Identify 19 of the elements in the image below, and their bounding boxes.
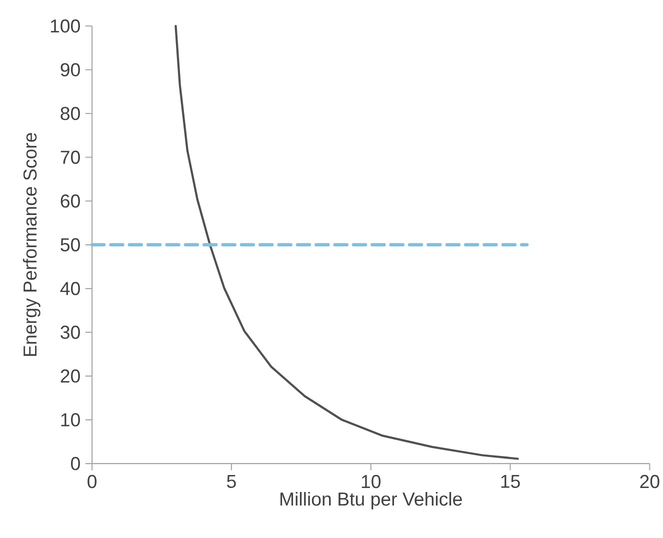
y-tick-label: 50 [60, 238, 80, 252]
y-tick-label: 90 [60, 63, 80, 76]
x-tick-label: 10 [362, 474, 381, 488]
y-axis-title: Energy Performance Score [22, 132, 40, 356]
x-tick-label: 15 [501, 474, 520, 488]
x-tick-label: 20 [640, 474, 660, 488]
y-tick-label: 0 [71, 456, 80, 470]
y-tick-label: 100 [50, 19, 80, 32]
y-tick-label: 80 [60, 106, 80, 120]
y-tick-label: 30 [60, 326, 80, 339]
x-tick-label: 5 [227, 474, 236, 488]
y-tick-label: 60 [60, 194, 80, 208]
y-tick-label: 20 [60, 369, 80, 383]
y-tick-label: 70 [60, 150, 80, 164]
x-axis-title: Million Btu per Vehicle [280, 492, 462, 510]
y-tick-label: 40 [60, 282, 80, 296]
line-series [174, 24, 519, 460]
y-tick-label: 10 [61, 413, 80, 426]
x-tick-label: 0 [88, 474, 97, 488]
